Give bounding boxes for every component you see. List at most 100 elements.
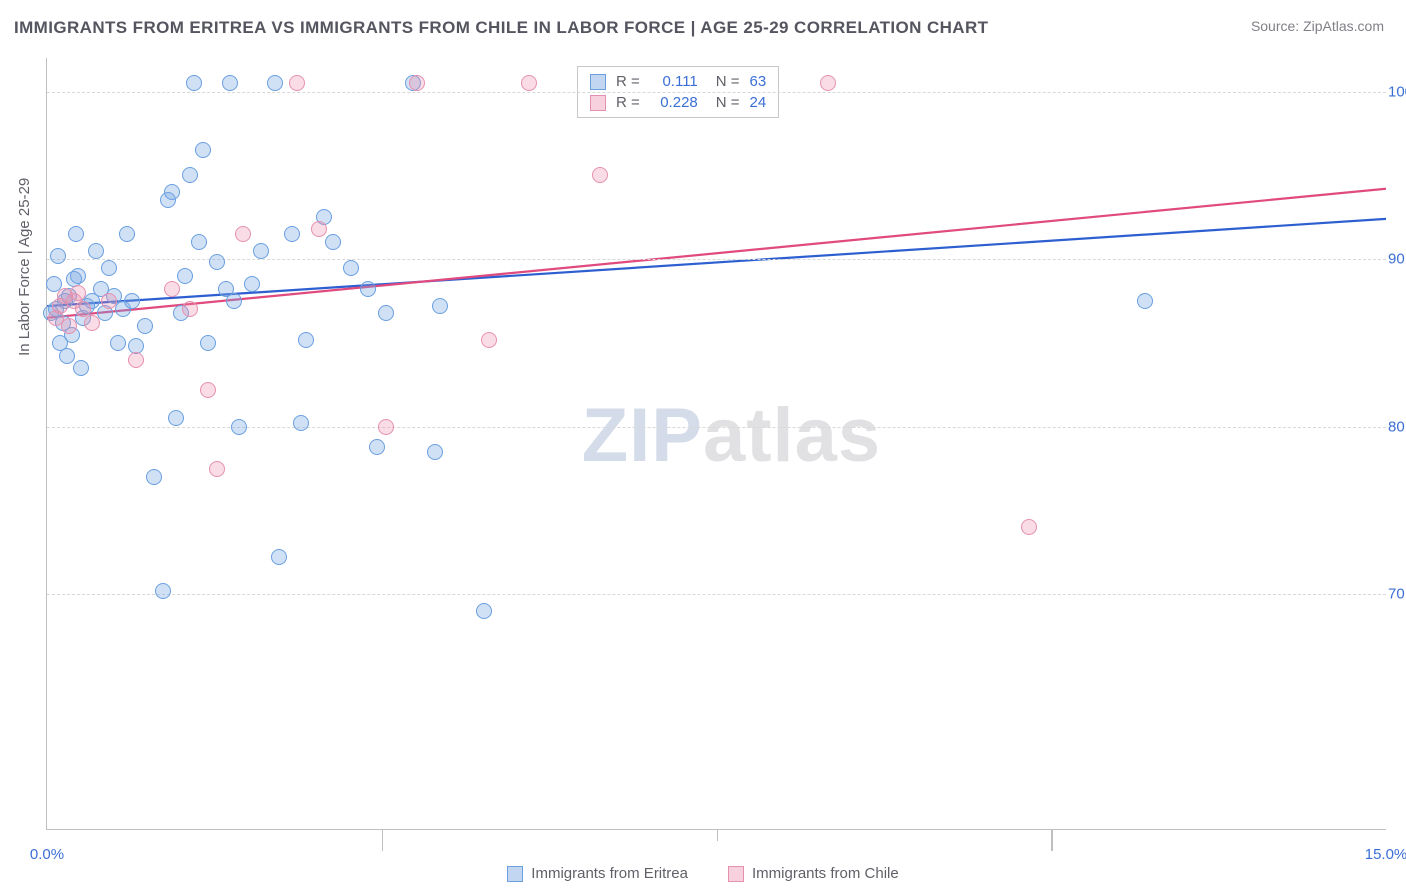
data-point [231, 419, 247, 435]
data-point [476, 603, 492, 619]
data-point [61, 318, 77, 334]
data-point [284, 226, 300, 242]
data-point [521, 75, 537, 91]
data-point [378, 305, 394, 321]
x-tick-label: 0.0% [30, 846, 64, 863]
n-value: 63 [750, 73, 767, 90]
data-point [68, 226, 84, 242]
data-point [592, 167, 608, 183]
data-point [177, 268, 193, 284]
data-point [289, 75, 305, 91]
n-label: N = [716, 94, 740, 111]
legend-item: Immigrants from Eritrea [507, 865, 688, 882]
data-point [119, 226, 135, 242]
data-point [432, 298, 448, 314]
legend-row: R = 0.228 N = 24 [586, 92, 770, 113]
data-point [59, 348, 75, 364]
data-point [164, 184, 180, 200]
legend-label: Immigrants from Chile [752, 865, 899, 882]
n-label: N = [716, 73, 740, 90]
r-value: 0.111 [650, 73, 698, 90]
data-point [101, 260, 117, 276]
x-tick [1051, 829, 1053, 851]
data-point [235, 226, 251, 242]
data-point [200, 382, 216, 398]
y-axis-title: In Labor Force | Age 25-29 [16, 178, 33, 356]
data-point [253, 243, 269, 259]
legend-item: Immigrants from Chile [728, 865, 899, 882]
data-point [128, 352, 144, 368]
legend-swatch [507, 866, 523, 882]
plot-area: ZIPatlas R =0.111N =63R =0.228N =24 70.0… [46, 58, 1386, 830]
data-point [191, 234, 207, 250]
data-point [293, 415, 309, 431]
data-point [226, 293, 242, 309]
legend-swatch [590, 95, 606, 111]
chart-container: IMMIGRANTS FROM ERITREA VS IMMIGRANTS FR… [0, 0, 1406, 892]
data-point [70, 285, 86, 301]
data-point [820, 75, 836, 91]
data-point [182, 167, 198, 183]
watermark: ZIPatlas [582, 391, 881, 478]
n-value: 24 [750, 94, 767, 111]
data-point [360, 281, 376, 297]
data-point [267, 75, 283, 91]
data-point [200, 335, 216, 351]
trend-line [47, 189, 1386, 318]
r-label: R = [616, 73, 640, 90]
r-label: R = [616, 94, 640, 111]
data-point [343, 260, 359, 276]
data-point [88, 243, 104, 259]
data-point [50, 248, 66, 264]
data-point [378, 419, 394, 435]
x-tick-label: 15.0% [1365, 846, 1406, 863]
data-point [101, 293, 117, 309]
gridline [47, 259, 1386, 260]
watermark-atlas: atlas [703, 392, 881, 477]
data-point [1137, 293, 1153, 309]
data-point [195, 142, 211, 158]
gridline [47, 594, 1386, 595]
data-point [164, 281, 180, 297]
data-point [409, 75, 425, 91]
data-point [124, 293, 140, 309]
data-point [84, 315, 100, 331]
data-point [481, 332, 497, 348]
trend-lines-layer [47, 58, 1386, 829]
legend-swatch [590, 74, 606, 90]
data-point [209, 461, 225, 477]
data-point [311, 221, 327, 237]
y-tick-label: 100.0% [1388, 83, 1406, 100]
x-tick-minor [717, 829, 719, 841]
data-point [369, 439, 385, 455]
data-point [110, 335, 126, 351]
data-point [222, 75, 238, 91]
x-tick [382, 829, 384, 851]
gridline [47, 427, 1386, 428]
r-value: 0.228 [650, 94, 698, 111]
legend-swatch [728, 866, 744, 882]
data-point [427, 444, 443, 460]
y-tick-label: 90.0% [1388, 251, 1406, 268]
data-point [186, 75, 202, 91]
data-point [155, 583, 171, 599]
data-point [1021, 519, 1037, 535]
legend-label: Immigrants from Eritrea [531, 865, 688, 882]
data-point [325, 234, 341, 250]
gridline [47, 92, 1386, 93]
data-point [73, 360, 89, 376]
legend-row: R = 0.111 N = 63 [586, 71, 770, 92]
data-point [298, 332, 314, 348]
data-point [137, 318, 153, 334]
data-point [168, 410, 184, 426]
data-point [244, 276, 260, 292]
series-legend: Immigrants from Eritrea Immigrants from C… [0, 865, 1406, 882]
data-point [70, 268, 86, 284]
data-point [209, 254, 225, 270]
y-tick-label: 80.0% [1388, 418, 1406, 435]
chart-title: IMMIGRANTS FROM ERITREA VS IMMIGRANTS FR… [14, 18, 988, 38]
data-point [182, 301, 198, 317]
source-attribution: Source: ZipAtlas.com [1251, 18, 1384, 34]
data-point [146, 469, 162, 485]
y-tick-label: 70.0% [1388, 586, 1406, 603]
